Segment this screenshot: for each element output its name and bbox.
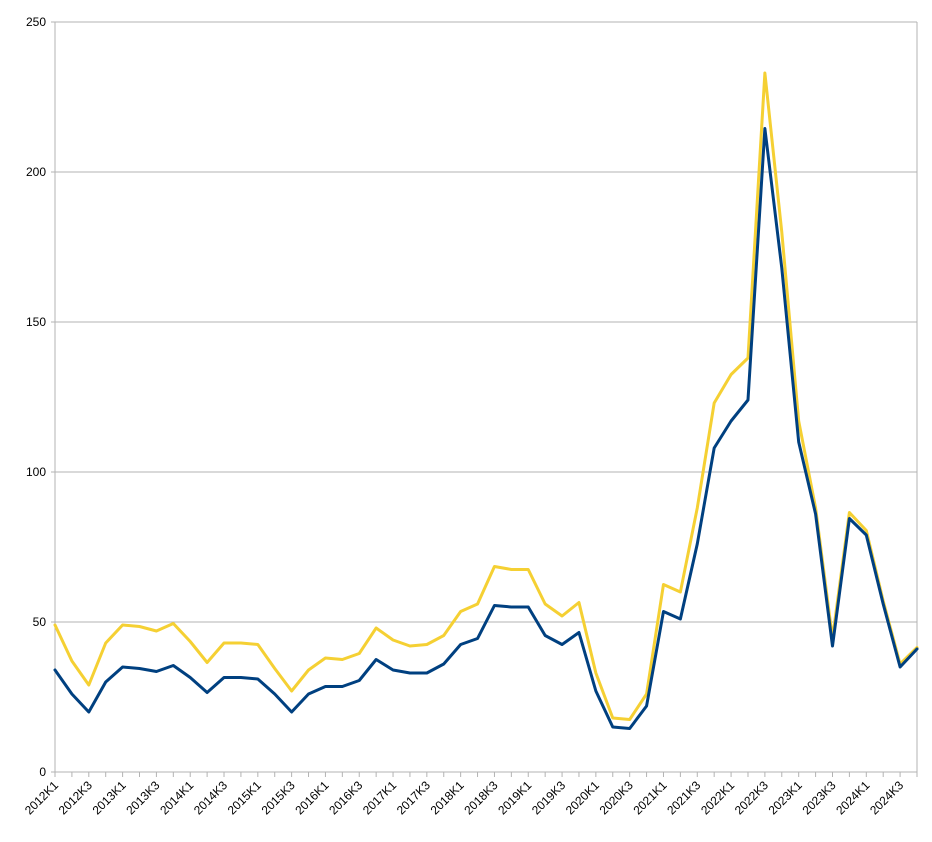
x-tick-label: 2018K3 [461, 778, 500, 817]
x-tick-label: 2024K1 [833, 778, 872, 817]
x-tick-label: 2021K1 [630, 778, 669, 817]
x-tick-label: 2015K1 [225, 778, 264, 817]
series-line-2 [53, 127, 919, 730]
y-tick-label: 250 [26, 15, 46, 29]
x-tick-label: 2014K1 [157, 778, 196, 817]
x-tick-label: 2020K3 [597, 778, 636, 817]
x-tick-label: 2013K1 [90, 778, 129, 817]
x-tick-label: 2015K3 [259, 778, 298, 817]
x-tick-label: 2017K1 [360, 778, 399, 817]
x-tick-label: 2019K1 [495, 778, 534, 817]
x-tick-label: 2016K1 [292, 778, 331, 817]
y-tick-label: 0 [39, 765, 46, 779]
y-tick-labels: 0 50 100 150 200 250 [26, 15, 46, 779]
x-tick-label: 2013K3 [123, 778, 162, 817]
series-lines [53, 71, 919, 730]
x-tick-label: 2022K3 [732, 778, 771, 817]
y-tick-label: 50 [33, 615, 47, 629]
x-tick-label: 2017K3 [394, 778, 433, 817]
x-tick-label: 2020K1 [563, 778, 602, 817]
x-tick-labels: 2012K12012K32013K12013K32014K12014K32015… [22, 778, 906, 817]
x-tick-label: 2012K3 [56, 778, 95, 817]
series-line-1 [53, 71, 919, 721]
x-tick-label: 2024K3 [867, 778, 906, 817]
x-tick-label: 2023K1 [766, 778, 805, 817]
y-tick-label: 100 [26, 465, 46, 479]
x-tick-label: 2019K3 [529, 778, 568, 817]
x-tick-label: 2014K3 [191, 778, 230, 817]
y-tick-label: 200 [26, 165, 46, 179]
axes [51, 21, 918, 777]
x-tick-label: 2016K3 [326, 778, 365, 817]
x-tick-label: 2021K3 [664, 778, 703, 817]
y-tick-label: 150 [26, 315, 46, 329]
x-tick-label: 2012K1 [22, 778, 61, 817]
x-tick-label: 2023K3 [799, 778, 838, 817]
grid-lines [55, 21, 917, 623]
x-tick-label: 2022K1 [698, 778, 737, 817]
x-tick-label: 2018K1 [428, 778, 467, 817]
